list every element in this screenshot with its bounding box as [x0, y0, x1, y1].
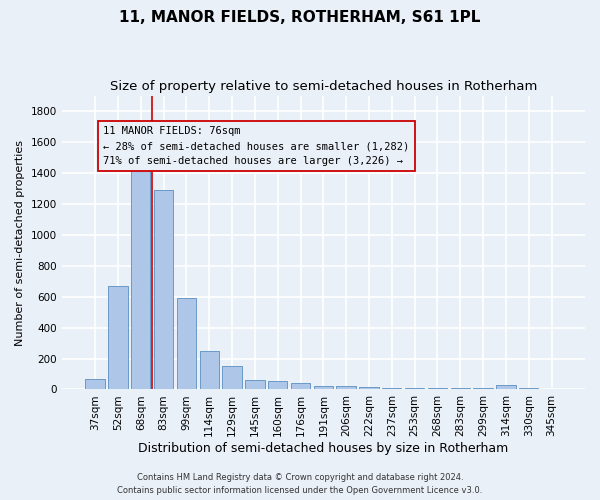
Bar — [405, 388, 424, 390]
Y-axis label: Number of semi-detached properties: Number of semi-detached properties — [15, 140, 25, 346]
Bar — [268, 381, 287, 390]
X-axis label: Distribution of semi-detached houses by size in Rotherham: Distribution of semi-detached houses by … — [138, 442, 508, 455]
Bar — [154, 190, 173, 390]
Text: Contains HM Land Registry data © Crown copyright and database right 2024.
Contai: Contains HM Land Registry data © Crown c… — [118, 474, 482, 495]
Title: Size of property relative to semi-detached houses in Rotherham: Size of property relative to semi-detach… — [110, 80, 537, 93]
Bar — [496, 385, 515, 390]
Bar — [131, 165, 151, 390]
Bar — [473, 388, 493, 390]
Bar — [108, 286, 128, 390]
Bar — [245, 380, 265, 390]
Bar — [337, 386, 356, 390]
Bar — [177, 298, 196, 390]
Bar — [359, 386, 379, 390]
Bar — [542, 388, 561, 390]
Bar — [85, 380, 105, 390]
Bar — [519, 388, 538, 390]
Bar — [291, 384, 310, 390]
Text: 11 MANOR FIELDS: 76sqm
← 28% of semi-detached houses are smaller (1,282)
71% of : 11 MANOR FIELDS: 76sqm ← 28% of semi-det… — [103, 126, 409, 166]
Text: 11, MANOR FIELDS, ROTHERHAM, S61 1PL: 11, MANOR FIELDS, ROTHERHAM, S61 1PL — [119, 10, 481, 25]
Bar — [200, 351, 219, 390]
Bar — [314, 386, 333, 390]
Bar — [223, 366, 242, 390]
Bar — [451, 388, 470, 390]
Bar — [428, 388, 447, 390]
Bar — [382, 388, 401, 390]
